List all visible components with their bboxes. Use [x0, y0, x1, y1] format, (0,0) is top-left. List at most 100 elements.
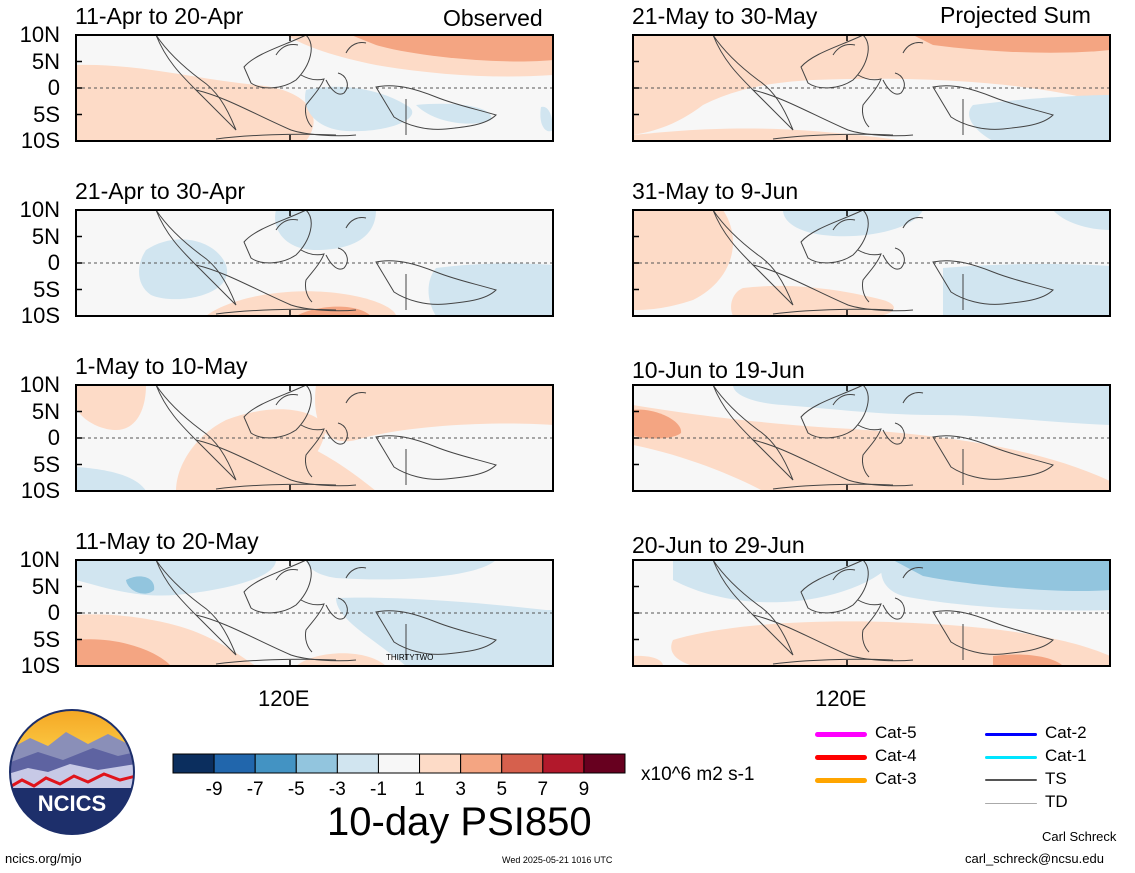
anomaly-shading — [305, 86, 413, 132]
coastline — [902, 392, 924, 404]
colorbar-swatch — [419, 753, 462, 774]
coastline — [375, 610, 497, 655]
observed-header: Observed — [443, 5, 543, 31]
colorbar-tick-label: 3 — [455, 779, 466, 800]
coastline — [300, 74, 325, 128]
anomaly-shading — [76, 467, 146, 491]
coastline — [300, 599, 325, 653]
legend-line-cat-4 — [815, 754, 867, 760]
coastline — [772, 308, 894, 315]
anomaly-shading — [76, 385, 146, 430]
coastline — [932, 85, 1054, 130]
lat-label: 0 — [47, 250, 60, 275]
lat-label: 0 — [47, 75, 60, 100]
panel-title-6: 31-May to 9-Jun — [632, 178, 799, 204]
colorbar-swatch — [336, 753, 379, 774]
anomaly-shading — [633, 405, 1110, 491]
coastline — [800, 209, 869, 264]
map-panel-4: THIRTYTWO — [75, 559, 554, 667]
colorbar-tick-label: 9 — [579, 779, 590, 800]
lat-label: 5S — [33, 626, 60, 652]
map-panel-7 — [632, 384, 1111, 492]
coastline — [752, 614, 914, 662]
anomaly-shading — [336, 597, 553, 666]
coastline — [155, 34, 237, 131]
coastline — [243, 384, 312, 439]
coastline — [345, 217, 367, 229]
coastline — [800, 559, 869, 614]
legend-label-cat-1: Cat-1 — [1045, 746, 1087, 765]
anomaly-shading — [76, 64, 314, 141]
coastline — [375, 260, 497, 305]
anomaly-shading — [275, 210, 376, 250]
anomaly-shading — [296, 306, 371, 316]
anomaly-shading — [633, 128, 903, 141]
anomaly-shading — [351, 35, 553, 62]
lon-label-left: 120E — [258, 686, 310, 711]
footer-timestamp: Wed 2025-05-21 1016 UTC — [502, 855, 613, 865]
lat-label: 5N — [31, 48, 60, 74]
coastline — [215, 483, 337, 490]
colorbar-tick-label: 7 — [538, 779, 549, 800]
coastline — [275, 394, 299, 406]
lat-label: 0 — [47, 600, 60, 625]
legend-line-cat-2 — [985, 732, 1037, 736]
lat-label: 5N — [31, 398, 60, 424]
anomaly-shading — [731, 285, 894, 316]
coastline — [195, 89, 357, 137]
coastline — [902, 567, 924, 579]
lat-label: 5S — [33, 451, 60, 477]
lat-label: 10N — [19, 547, 60, 572]
colorbar-swatch — [542, 753, 585, 774]
coastline — [243, 209, 312, 264]
map-panel-1 — [75, 34, 554, 142]
anomaly-shading — [633, 35, 1110, 135]
map-panel-3 — [75, 384, 554, 492]
colorbar-tick-label: -9 — [206, 779, 223, 800]
lon-label-right: 120E — [815, 686, 867, 711]
coastline — [882, 422, 905, 445]
colorbar-swatch — [213, 753, 256, 774]
anomaly-shading — [733, 385, 1110, 425]
lat-label: 10S — [20, 128, 60, 153]
colorbar-tick-label: 1 — [414, 779, 425, 800]
coastline — [800, 384, 869, 439]
anomaly-shading — [139, 239, 228, 300]
lat-label: 10N — [19, 22, 60, 47]
colorbar-swatch — [254, 753, 297, 774]
anomaly-shading — [633, 655, 663, 666]
coastline — [215, 658, 337, 665]
projected-sum-header: Projected Sum — [940, 2, 1091, 28]
footer-url: ncics.org/mjo — [5, 851, 82, 866]
panel-title-8: 20-Jun to 29-Jun — [632, 532, 805, 558]
coastline — [712, 34, 794, 131]
coastline — [857, 74, 882, 128]
anomaly-shading — [913, 35, 1110, 53]
panel-title-2: 21-Apr to 30-Apr — [75, 178, 246, 204]
anomaly-shading — [993, 654, 1063, 666]
footer-author: Carl Schreck — [1042, 829, 1117, 844]
coastline — [772, 483, 894, 490]
colorbar: -9 -7 -5 -3 -1 1 3 5 7 9 — [172, 753, 626, 800]
coastline — [712, 559, 794, 656]
coastline — [243, 559, 312, 614]
coastline — [712, 384, 794, 481]
coastline — [882, 247, 905, 270]
anomaly-shading — [428, 263, 553, 316]
map-panel-2 — [75, 209, 554, 317]
anomaly-shading — [633, 409, 682, 439]
coastline — [857, 599, 882, 653]
panel-title-7: 10-Jun to 19-Jun — [632, 357, 805, 383]
anomaly-shading — [306, 560, 496, 580]
panel-title-5: 21-May to 30-May — [632, 3, 818, 29]
coastline — [195, 264, 357, 312]
anomaly-shading — [969, 95, 1110, 141]
coastline — [325, 72, 348, 95]
storm-label: THIRTYTWO — [386, 653, 433, 662]
coastline — [832, 219, 856, 231]
colorbar-tick-label: -5 — [288, 779, 305, 800]
anomaly-shading — [315, 385, 553, 442]
colorbar-tick-label: 5 — [496, 779, 507, 800]
coastline — [752, 439, 914, 487]
anomaly-shading — [671, 621, 1110, 666]
